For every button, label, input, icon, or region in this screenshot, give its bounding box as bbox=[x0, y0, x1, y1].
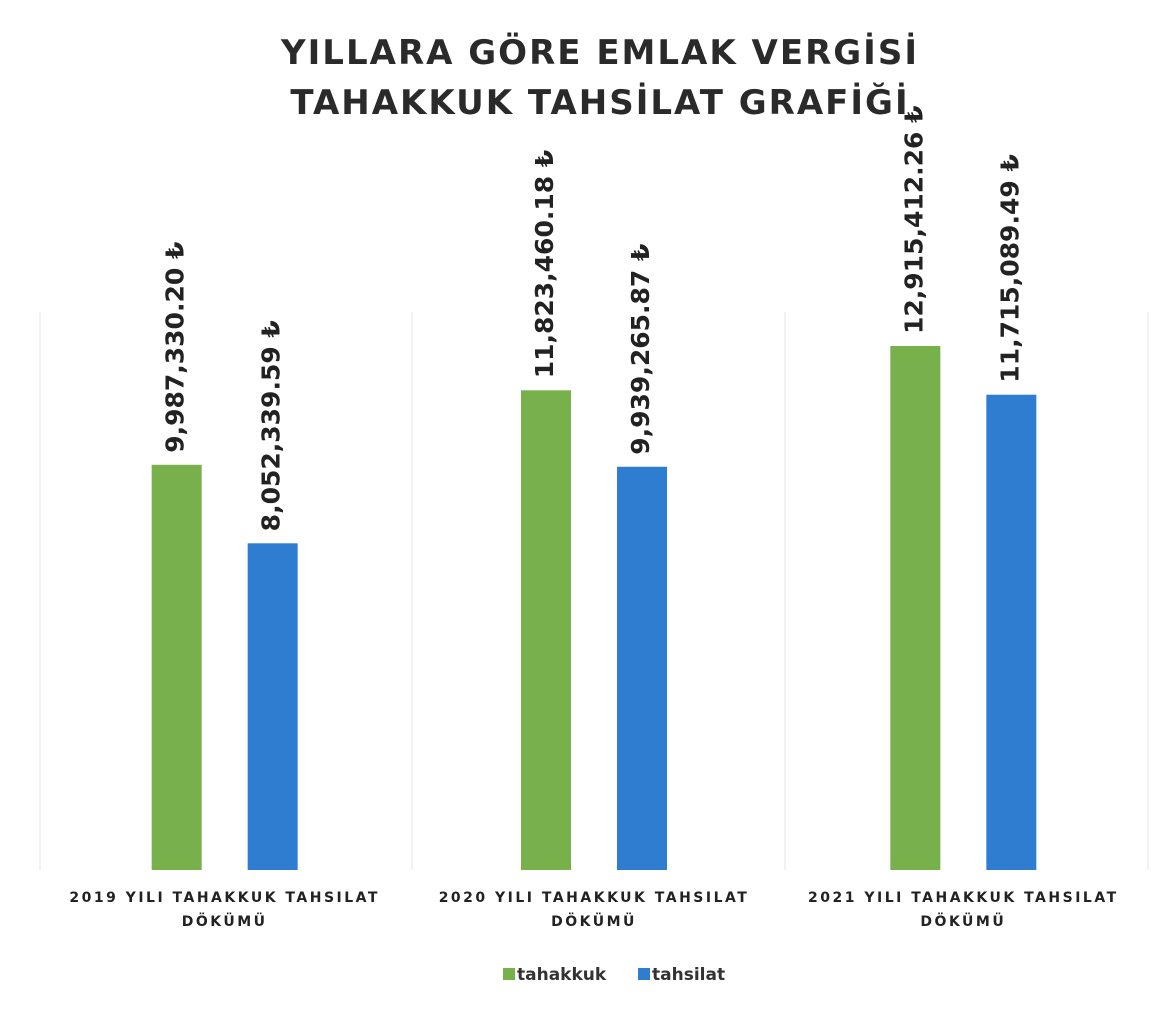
data-label: 9,939,265.87 ₺ bbox=[626, 244, 655, 455]
data-label: 11,823,460.18 ₺ bbox=[530, 150, 559, 379]
bar bbox=[247, 543, 298, 870]
x-tick-label: 2020 YILI TAHAKKUK TAHSILAT DÖKÜMÜ bbox=[438, 890, 750, 930]
chart-title: YILLARA GÖRE EMLAK VERGİSİ TAHAKKUK TAHS… bbox=[281, 33, 919, 123]
data-label: 9,987,330.20 ₺ bbox=[161, 242, 190, 453]
x-tick-label: 2019 YILI TAHAKKUK TAHSILAT DÖKÜMÜ bbox=[69, 890, 380, 930]
bar bbox=[617, 466, 667, 870]
data-label: 8,052,339.59 ₺ bbox=[257, 320, 286, 531]
bar bbox=[151, 464, 202, 870]
bar bbox=[521, 390, 571, 870]
legend-label: tahsilat bbox=[652, 965, 725, 985]
data-label: 12,915,412.26 ₺ bbox=[899, 105, 928, 334]
legend-swatch bbox=[638, 968, 650, 980]
legend-swatch bbox=[503, 968, 515, 980]
data-label: 11,715,089.49 ₺ bbox=[995, 154, 1024, 383]
legend-label: tahakkuk bbox=[517, 965, 607, 985]
bar bbox=[986, 394, 1037, 870]
x-tick-label: 2021 YILI TAHAKKUK TAHSILAT DÖKÜMÜ bbox=[808, 890, 1119, 930]
bar bbox=[890, 346, 941, 870]
